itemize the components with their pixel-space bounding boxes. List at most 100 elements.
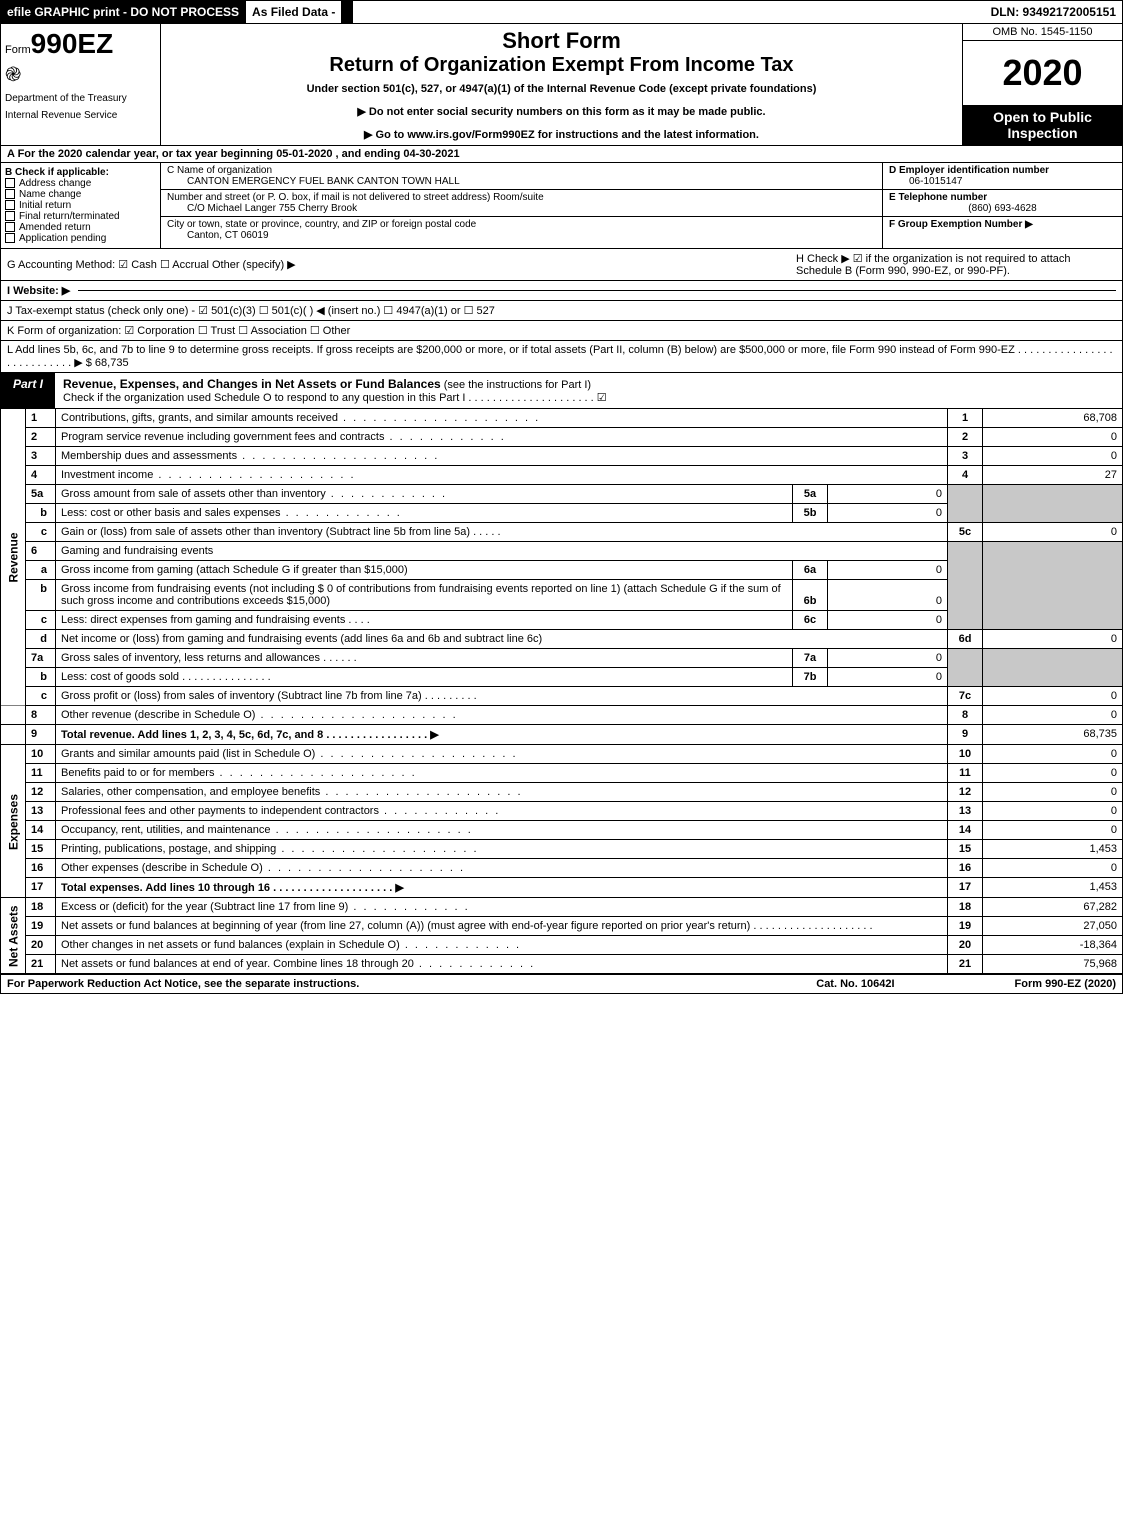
line-box: 11 xyxy=(948,764,983,783)
inner-amt: 0 xyxy=(828,668,948,687)
phone: (860) 693-4628 xyxy=(889,203,1116,214)
line-amt: 0 xyxy=(983,706,1123,725)
i-label: I Website: ▶ xyxy=(7,284,70,297)
section-b: B Check if applicable: Address change Na… xyxy=(1,163,161,248)
line-num: c xyxy=(26,611,56,630)
line-amt: 68,708 xyxy=(983,409,1123,428)
line-num: 12 xyxy=(26,783,56,802)
line-box: 20 xyxy=(948,936,983,955)
line-box: 9 xyxy=(948,725,983,745)
line-text: Occupancy, rent, utilities, and maintena… xyxy=(61,824,473,836)
checkbox-final-return[interactable] xyxy=(5,211,15,221)
line-text: Grants and similar amounts paid (list in… xyxy=(61,748,518,760)
line-box: 19 xyxy=(948,917,983,936)
line-num: 17 xyxy=(26,878,56,898)
under-section: Under section 501(c), 527, or 4947(a)(1)… xyxy=(169,83,954,95)
line-num: b xyxy=(26,668,56,687)
part1-desc: Revenue, Expenses, and Changes in Net As… xyxy=(55,373,1122,408)
line-box: 8 xyxy=(948,706,983,725)
line-box: 14 xyxy=(948,821,983,840)
line-box: 16 xyxy=(948,859,983,878)
line-text: Less: direct expenses from gaming and fu… xyxy=(61,614,345,626)
line-amt: 68,735 xyxy=(983,725,1123,745)
line-num: 14 xyxy=(26,821,56,840)
line-amt: 27 xyxy=(983,466,1123,485)
line-amt: 27,050 xyxy=(983,917,1123,936)
line-num: b xyxy=(26,580,56,611)
line-text: Gain or (loss) from sale of assets other… xyxy=(61,526,470,538)
line-amt: 0 xyxy=(983,428,1123,447)
line-amt: 0 xyxy=(983,764,1123,783)
line-text: Salaries, other compensation, and employ… xyxy=(61,786,523,798)
d-label: D Employer identification number xyxy=(889,165,1049,176)
line-num: 9 xyxy=(26,725,56,745)
line-amt: 67,282 xyxy=(983,898,1123,917)
line-text: Professional fees and other payments to … xyxy=(61,805,500,817)
footer-right: Form 990-EZ (2020) xyxy=(1015,978,1116,990)
section-k: K Form of organization: ☑ Corporation ☐ … xyxy=(0,321,1123,341)
line-text: Total revenue. Add lines 1, 2, 3, 4, 5c,… xyxy=(61,729,439,741)
line-num: 1 xyxy=(26,409,56,428)
section-l: L Add lines 5b, 6c, and 7b to line 9 to … xyxy=(0,341,1123,373)
checkbox-name-change[interactable] xyxy=(5,189,15,199)
line-text: Gaming and fundraising events xyxy=(56,542,948,561)
inner-amt: 0 xyxy=(828,561,948,580)
inner-box: 6c xyxy=(793,611,828,630)
street-label: Number and street (or P. O. box, if mail… xyxy=(167,192,876,203)
line-num: 5a xyxy=(26,485,56,504)
line-text: Printing, publications, postage, and shi… xyxy=(61,843,479,855)
line-text: Membership dues and assessments xyxy=(61,450,439,462)
line-text: Other expenses (describe in Schedule O) xyxy=(61,862,465,874)
section-c: C Name of organization CANTON EMERGENCY … xyxy=(161,163,882,248)
line-text: Gross profit or (loss) from sales of inv… xyxy=(61,690,422,702)
inner-box: 6a xyxy=(793,561,828,580)
checkbox-address-change[interactable] xyxy=(5,178,15,188)
checkbox-initial-return[interactable] xyxy=(5,200,15,210)
line-text: Program service revenue including govern… xyxy=(61,431,506,443)
line-amt: 0 xyxy=(983,802,1123,821)
checkbox-amended-return[interactable] xyxy=(5,222,15,232)
line-box: 15 xyxy=(948,840,983,859)
header-right: OMB No. 1545-1150 2020 Open to Public In… xyxy=(962,24,1122,145)
line-num: 11 xyxy=(26,764,56,783)
line-box: 7c xyxy=(948,687,983,706)
b-item: Final return/terminated xyxy=(19,211,120,222)
form-prefix: Form xyxy=(5,44,31,56)
topbar-spacer xyxy=(353,1,984,23)
line-num: 2 xyxy=(26,428,56,447)
line-num: 21 xyxy=(26,955,56,974)
line-box: 6d xyxy=(948,630,983,649)
inner-amt: 0 xyxy=(828,580,948,611)
line-box: 18 xyxy=(948,898,983,917)
b-label: B Check if applicable: xyxy=(5,167,156,178)
grey-cell xyxy=(948,485,983,523)
line-amt: 1,453 xyxy=(983,840,1123,859)
line-num: 13 xyxy=(26,802,56,821)
sidelabel-empty xyxy=(1,706,26,725)
line-text: Gross income from fundraising events (no… xyxy=(56,580,793,611)
grey-cell xyxy=(983,485,1123,523)
form-number: 990EZ xyxy=(31,28,114,59)
line-text: Benefits paid to or for members xyxy=(61,767,417,779)
b-item: Application pending xyxy=(19,233,106,244)
section-i: I Website: ▶ xyxy=(0,281,1123,301)
line-amt: 0 xyxy=(983,447,1123,466)
line-num: b xyxy=(26,504,56,523)
sidelabel-expenses: Expenses xyxy=(1,745,26,898)
e-label: E Telephone number xyxy=(889,192,987,203)
line-num: 18 xyxy=(26,898,56,917)
org-name: CANTON EMERGENCY FUEL BANK CANTON TOWN H… xyxy=(167,176,876,187)
checkbox-application-pending[interactable] xyxy=(5,233,15,243)
line-num: 16 xyxy=(26,859,56,878)
line-text: Excess or (deficit) for the year (Subtra… xyxy=(61,901,470,913)
website-underline xyxy=(78,290,1116,291)
line-amt: -18,364 xyxy=(983,936,1123,955)
part1-table: Revenue 1 Contributions, gifts, grants, … xyxy=(0,409,1123,974)
efile-label: efile GRAPHIC print - DO NOT PROCESS xyxy=(1,1,245,23)
divider xyxy=(341,1,353,23)
ein: 06-1015147 xyxy=(889,176,962,187)
line-num: 6 xyxy=(26,542,56,561)
line-text: Contributions, gifts, grants, and simila… xyxy=(61,412,540,424)
line-text: Other revenue (describe in Schedule O) xyxy=(61,709,458,721)
section-h: H Check ▶ ☑ if the organization is not r… xyxy=(796,252,1116,277)
